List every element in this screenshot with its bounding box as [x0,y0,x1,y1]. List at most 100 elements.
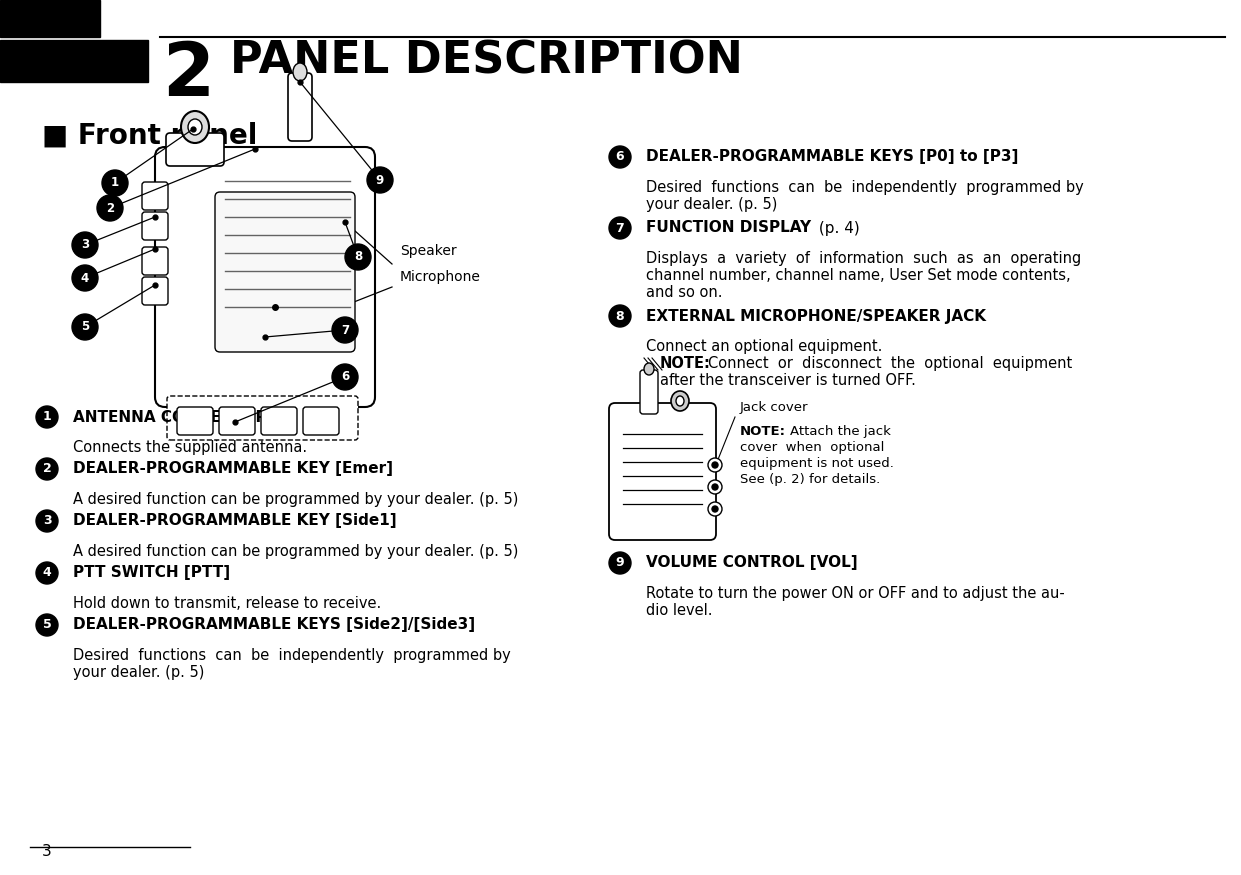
Circle shape [609,146,630,168]
Text: DEALER-PROGRAMMABLE KEYS [Side2]/[Side3]: DEALER-PROGRAMMABLE KEYS [Side2]/[Side3] [73,618,475,633]
FancyBboxPatch shape [166,133,223,166]
Text: 9: 9 [616,556,624,570]
Text: equipment is not used.: equipment is not used. [740,457,894,470]
Text: A desired function can be programmed by your dealer. (p. 5): A desired function can be programmed by … [73,544,519,559]
Text: 1: 1 [42,410,51,424]
Bar [0,0,101,37]
Text: 5: 5 [81,320,89,333]
Text: Desired  functions  can  be  independently  programmed by: Desired functions can be independently p… [73,648,511,663]
Text: 8: 8 [354,250,362,263]
Text: cover  when  optional: cover when optional [740,441,885,454]
Text: 7: 7 [616,221,624,234]
Text: Displays  a  variety  of  information  such  as  an  operating: Displays a variety of information such a… [647,251,1081,266]
Circle shape [72,232,98,258]
Circle shape [97,195,123,221]
Circle shape [345,244,371,270]
FancyBboxPatch shape [303,407,339,435]
FancyBboxPatch shape [155,147,375,407]
Ellipse shape [187,119,202,135]
Text: channel number, channel name, User Set mode contents,: channel number, channel name, User Set m… [647,268,1071,283]
Text: FUNCTION DISPLAY: FUNCTION DISPLAY [647,220,812,235]
Circle shape [712,462,719,468]
Text: 6: 6 [341,370,349,383]
Text: DEALER-PROGRAMMABLE KEYS [P0] to [P3]: DEALER-PROGRAMMABLE KEYS [P0] to [P3] [647,150,1019,164]
Text: Connect  or  disconnect  the  optional  equipment: Connect or disconnect the optional equip… [709,356,1072,371]
Text: Desired  functions  can  be  independently  programmed by: Desired functions can be independently p… [647,180,1083,195]
Circle shape [72,265,98,291]
FancyBboxPatch shape [141,277,168,305]
Text: after the transceiver is turned OFF.: after the transceiver is turned OFF. [660,373,916,388]
Text: your dealer. (p. 5): your dealer. (p. 5) [647,197,777,212]
FancyBboxPatch shape [288,73,311,141]
FancyBboxPatch shape [141,212,168,240]
Text: Connects the supplied antenna.: Connects the supplied antenna. [73,440,307,455]
Text: 2: 2 [105,201,114,214]
FancyBboxPatch shape [640,370,658,414]
Text: Connect an optional equipment.: Connect an optional equipment. [647,339,882,354]
Circle shape [102,170,128,196]
Text: PANEL DESCRIPTION: PANEL DESCRIPTION [230,39,743,82]
Text: 2: 2 [42,463,51,475]
Text: ■ Front panel: ■ Front panel [42,122,257,150]
Text: NOTE:: NOTE: [660,356,711,371]
Text: A desired function can be programmed by your dealer. (p. 5): A desired function can be programmed by … [73,492,519,507]
Text: NOTE:: NOTE: [740,425,786,438]
Text: 7: 7 [341,324,349,337]
Circle shape [712,506,719,512]
FancyBboxPatch shape [215,192,355,352]
Text: (p. 4): (p. 4) [814,220,860,235]
Text: 3: 3 [81,239,89,251]
FancyBboxPatch shape [141,247,168,275]
Text: 6: 6 [616,150,624,164]
Text: 9: 9 [376,173,385,186]
Text: 2: 2 [163,39,215,112]
Circle shape [333,364,357,390]
Circle shape [609,217,630,239]
Text: PTT SWITCH [PTT]: PTT SWITCH [PTT] [73,565,230,580]
Circle shape [333,317,357,343]
Circle shape [609,552,630,574]
Text: See (p. 2) for details.: See (p. 2) for details. [740,473,880,486]
Ellipse shape [676,396,684,406]
Ellipse shape [671,391,689,411]
Circle shape [36,406,58,428]
Circle shape [709,458,722,472]
Text: 3: 3 [42,514,51,528]
FancyBboxPatch shape [261,407,297,435]
Text: 3: 3 [42,844,52,859]
Circle shape [36,614,58,636]
Text: 4: 4 [81,271,89,284]
Text: DEALER-PROGRAMMABLE KEY [Side1]: DEALER-PROGRAMMABLE KEY [Side1] [73,514,397,528]
Circle shape [36,458,58,480]
FancyBboxPatch shape [141,182,168,210]
Text: your dealer. (p. 5): your dealer. (p. 5) [73,665,205,680]
Text: DEALER-PROGRAMMABLE KEY [Emer]: DEALER-PROGRAMMABLE KEY [Emer] [73,461,393,477]
Circle shape [609,305,630,327]
Ellipse shape [181,111,208,143]
Circle shape [367,167,393,193]
Circle shape [709,502,722,516]
Circle shape [709,480,722,494]
Circle shape [712,484,719,490]
Text: 1: 1 [110,177,119,190]
Text: 5: 5 [42,619,51,632]
Text: Microphone: Microphone [400,270,480,284]
Circle shape [36,510,58,532]
Text: Rotate to turn the power ON or OFF and to adjust the au-: Rotate to turn the power ON or OFF and t… [647,586,1065,601]
Text: ANTENNA CONNECTOR: ANTENNA CONNECTOR [73,410,267,424]
Ellipse shape [293,63,307,81]
Text: Hold down to transmit, release to receive.: Hold down to transmit, release to receiv… [73,596,381,611]
Text: Speaker: Speaker [400,244,457,258]
Text: EXTERNAL MICROPHONE/SPEAKER JACK: EXTERNAL MICROPHONE/SPEAKER JACK [647,309,987,324]
Text: 4: 4 [42,566,51,579]
Bar [0,40,148,82]
Ellipse shape [644,363,654,375]
Text: Jack cover: Jack cover [740,401,808,414]
Circle shape [72,314,98,340]
Text: Attach the jack: Attach the jack [791,425,891,438]
Circle shape [36,562,58,584]
FancyBboxPatch shape [609,403,716,540]
FancyBboxPatch shape [218,407,254,435]
FancyBboxPatch shape [177,407,213,435]
Text: dio level.: dio level. [647,603,712,618]
